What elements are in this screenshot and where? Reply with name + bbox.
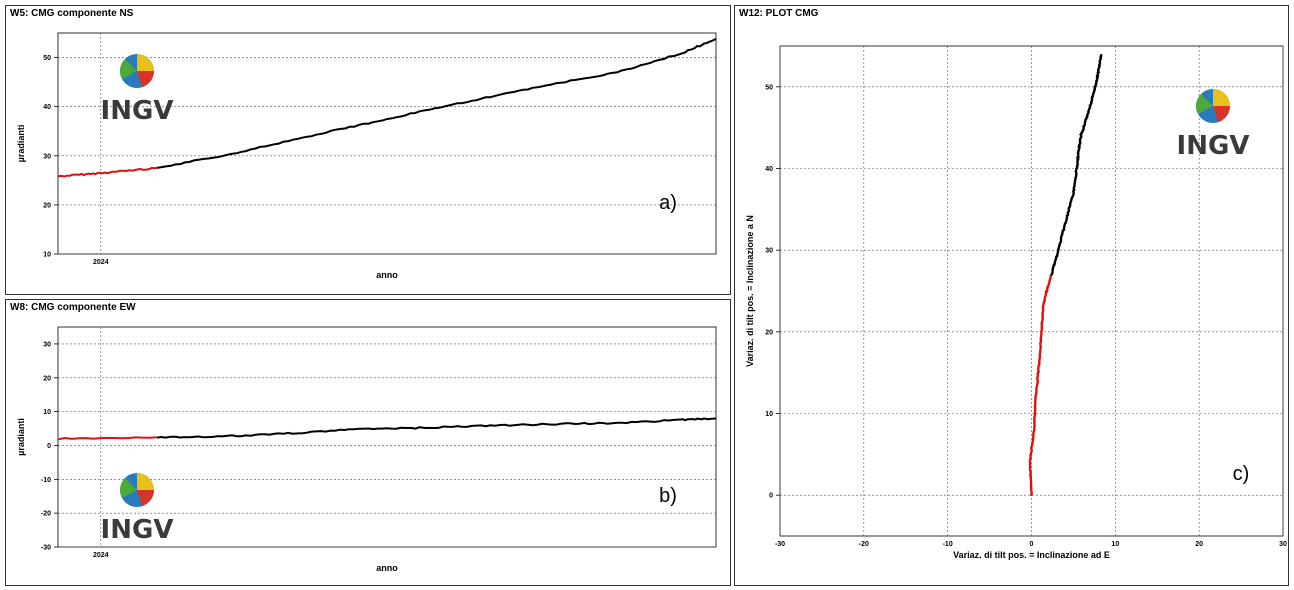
tick-label-y: 10 (765, 411, 773, 418)
tick-label-y: 20 (43, 375, 51, 382)
panel-tag: b) (659, 485, 677, 507)
logo-segment-red (137, 71, 154, 87)
logo-segment-yellow (137, 473, 154, 490)
axis-label-y: µradianti (16, 125, 26, 163)
plot-frame (57, 32, 717, 255)
tick-label-y: 20 (43, 202, 51, 209)
logo-segment-yellow (137, 54, 154, 71)
logo-text: INGV (101, 515, 174, 545)
axis-label-y: Variaz. di tilt pos. = Inclinazione a N (745, 215, 755, 367)
ingv-logo: INGV (101, 54, 174, 126)
panel-xy: W12: PLOT CMG -30 -20 -10 0 10 20 30 0 10 20 30 40 5… (734, 5, 1289, 586)
tick-label-x: 10 (1111, 541, 1119, 548)
axis-label-x: anno (376, 270, 398, 280)
series-line-red (57, 436, 157, 441)
ingv-logo: INGV (101, 473, 174, 545)
chart-ew: -30 -20 -10 0 10 20 30 2024 anno µradianti b) INGV (16, 326, 717, 573)
series-line-red (1028, 273, 1053, 497)
tick-label-y: -20 (41, 511, 51, 518)
tick-label-x: -30 (775, 541, 785, 548)
tick-label-x: 0 (1030, 541, 1034, 548)
panel-tag: a) (659, 192, 677, 214)
panel-title-ew: W8: CMG componente EW (10, 302, 136, 313)
series-line-black (156, 37, 717, 169)
tick-label-y: -30 (41, 545, 51, 552)
tick-label-x: 2024 (93, 552, 109, 559)
axis-label-x: anno (376, 563, 398, 573)
chart-ns: 10 20 30 40 50 2024 anno µradianti a) INGV (16, 32, 717, 280)
tick-label-y: 30 (43, 153, 51, 160)
tick-label-y: 0 (47, 443, 51, 450)
logo-text: INGV (1177, 131, 1250, 161)
logo-segment-yellow (1213, 89, 1230, 106)
tick-label-y: 50 (765, 84, 773, 91)
tick-label-x: 30 (1279, 541, 1287, 548)
tick-label-y: 0 (769, 493, 773, 500)
axis-label-y: µradianti (16, 418, 26, 456)
panel-ew: W8: CMG componente EW -30 -20 -10 0 10 20 30 20… (5, 299, 731, 586)
panel-ns: W5: CMG componente NS 10 20 30 40 50 2024 anno… (5, 5, 731, 295)
series-line-black (156, 417, 717, 439)
logo-segment-green (120, 478, 137, 498)
tick-label-y: 30 (43, 341, 51, 348)
tick-label-x: 20 (1195, 541, 1203, 548)
logo-segment-green (1196, 94, 1213, 114)
tick-label-y: 40 (765, 166, 773, 173)
logo-segment-red (1213, 106, 1230, 122)
tick-label-y: -10 (41, 477, 51, 484)
plot-frame (57, 326, 717, 548)
chart-xy: -30 -20 -10 0 10 20 30 0 10 20 30 40 50 Variaz. di ti… (745, 45, 1287, 560)
logo-segment-red (137, 490, 154, 506)
panel-title-ns: W5: CMG componente NS (10, 8, 134, 19)
series-line-black (1050, 54, 1103, 276)
tick-label-y: 10 (43, 252, 51, 259)
tick-label-y: 40 (43, 104, 51, 111)
logo-segment-green (120, 59, 137, 79)
panel-title-xy: W12: PLOT CMG (739, 8, 819, 19)
axis-label-x: Variaz. di tilt pos. = Inclinazione ad E (953, 550, 1110, 560)
logo-text: INGV (101, 96, 174, 126)
series-line-red (57, 166, 157, 178)
tick-label-y: 10 (43, 409, 51, 416)
tick-label-x: -10 (943, 541, 953, 548)
ingv-logo: INGV (1177, 89, 1250, 161)
tick-label-x: -20 (859, 541, 869, 548)
tick-label-y: 20 (765, 329, 773, 336)
tick-label-y: 30 (765, 248, 773, 255)
panel-tag: c) (1233, 463, 1250, 485)
tick-label-x: 2024 (93, 259, 109, 266)
tick-label-y: 50 (43, 55, 51, 62)
